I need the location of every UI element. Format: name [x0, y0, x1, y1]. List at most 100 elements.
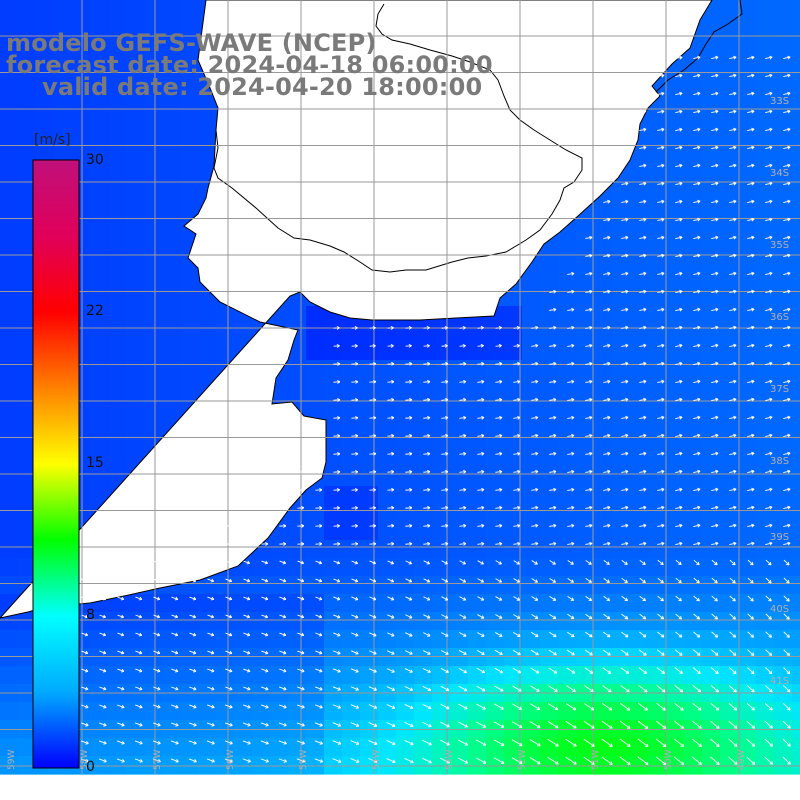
wind-arrow [601, 720, 613, 729]
wind-arrow [188, 722, 197, 727]
wind-arrow [459, 433, 467, 438]
wind-arrow [189, 632, 197, 637]
wind-arrow [746, 738, 756, 747]
wind-arrow [765, 415, 773, 420]
wind-arrow [495, 505, 503, 510]
wind-arrow [675, 433, 683, 438]
wind-arrow [531, 505, 539, 510]
wind-arrow [639, 379, 647, 384]
wind-arrow [224, 740, 233, 745]
wind-arrow [547, 703, 559, 711]
wind-arrow [440, 685, 450, 692]
wind-arrow [351, 433, 359, 438]
wind-arrow [207, 614, 215, 619]
wind-arrow [639, 271, 647, 276]
wind-arrow [765, 577, 772, 584]
wind-arrow [656, 649, 665, 656]
wind-arrow [603, 451, 611, 456]
wind-arrow [225, 704, 233, 709]
wind-arrow [441, 578, 449, 583]
wind-arrow [333, 343, 340, 348]
wind-arrow [405, 361, 413, 366]
wind-arrow [585, 307, 593, 312]
wind-arrow [135, 632, 143, 637]
wind-arrow [333, 397, 341, 402]
wind-arrow [260, 722, 269, 727]
wind-arrow [387, 415, 395, 420]
wind-arrow [637, 720, 649, 729]
wind-arrow [170, 758, 179, 763]
wind-arrow [603, 361, 611, 366]
wind-arrow [621, 199, 629, 204]
wind-arrow [603, 415, 611, 420]
wind-arrow [531, 433, 539, 438]
wind-arrow [189, 614, 197, 619]
wind-arrow [783, 127, 791, 132]
wind-arrow [655, 720, 667, 729]
wind-arrow [405, 578, 413, 583]
wind-arrow [279, 505, 287, 510]
wind-arrow [350, 650, 359, 655]
wind-arrow [567, 469, 575, 474]
wind-arrow [621, 397, 629, 402]
wind-arrow [657, 379, 665, 384]
wind-arrow [189, 668, 197, 673]
wind-arrow [441, 379, 449, 384]
wind-arrow [602, 649, 611, 656]
wind-arrow [441, 451, 449, 456]
wind-arrow [297, 541, 305, 546]
wind-arrow [693, 649, 701, 656]
wind-arrow [369, 560, 377, 565]
wind-arrow [477, 379, 485, 384]
wind-arrow [567, 397, 575, 402]
wind-arrow [495, 451, 503, 456]
wind-arrow [98, 740, 107, 745]
wind-arrow [315, 560, 323, 565]
wind-arrow [531, 469, 539, 474]
wind-arrow [297, 632, 305, 637]
wind-arrow [531, 487, 539, 492]
wind-arrow [423, 596, 431, 601]
wind-arrow [116, 722, 125, 727]
wind-arrow [639, 217, 647, 222]
wind-arrow [441, 541, 449, 546]
wind-arrow [603, 199, 611, 204]
wind-arrow [350, 668, 359, 673]
wind-arrow [783, 559, 790, 566]
wind-arrow [765, 271, 773, 276]
wind-arrow [783, 361, 791, 366]
wind-arrow [279, 632, 287, 637]
wind-arrow [440, 650, 449, 655]
wind-arrow [369, 505, 376, 510]
wind-arrow [243, 668, 251, 673]
wind-arrow [423, 469, 431, 474]
wind-arrow [494, 703, 504, 710]
wind-arrow [315, 650, 323, 655]
wind-arrow [332, 668, 341, 673]
wind-arrow [297, 560, 305, 565]
wind-arrow [621, 631, 629, 638]
wind-arrow [477, 325, 484, 330]
wind-arrow [639, 487, 647, 492]
wind-arrow [315, 632, 323, 637]
wind-arrow [549, 578, 556, 583]
wind-arrow [693, 487, 701, 492]
wind-arrow [711, 289, 719, 294]
wind-arrow [565, 738, 577, 747]
valid-date: valid date: 2024-04-20 18:00:00 [42, 73, 483, 101]
latitude-label: 41S [770, 676, 789, 687]
wind-arrow [476, 667, 486, 674]
wind-arrow [422, 757, 432, 764]
wind-arrow [315, 614, 323, 619]
wind-arrow [764, 685, 773, 693]
wind-arrow [405, 343, 412, 348]
wind-arrow [747, 469, 755, 474]
wind-arrow [243, 542, 251, 546]
wind-arrow [747, 577, 754, 584]
wind-arrow [567, 613, 575, 619]
wind-arrow [440, 739, 450, 746]
wind-arrow [765, 433, 773, 438]
wind-arrow [171, 650, 179, 655]
wind-arrow [657, 523, 665, 528]
